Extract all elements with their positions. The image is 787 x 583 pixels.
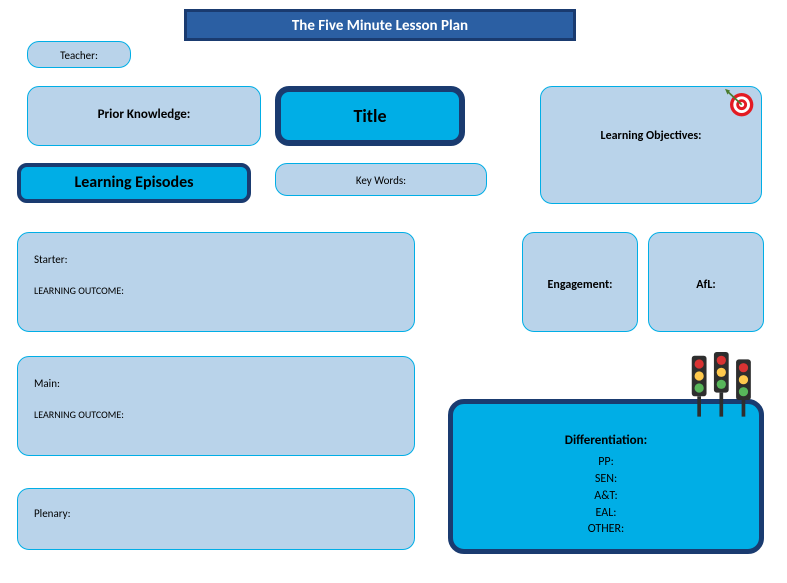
learning-episodes-label: Learning Episodes <box>74 173 193 192</box>
key-words-label: Key Words: <box>356 174 406 187</box>
plenary-label: Plenary: <box>34 507 398 520</box>
main-label: Main: <box>34 377 398 390</box>
starter-outcome-label: LEARNING OUTCOME: <box>34 284 398 297</box>
starter-label: Starter: <box>34 253 398 266</box>
title-label: Title <box>353 105 386 127</box>
differentiation-title: Differentiation: <box>453 432 759 450</box>
header-title: The Five Minute Lesson Plan <box>292 17 468 35</box>
teacher-box: Teacher: <box>27 41 131 68</box>
key-words-box: Key Words: <box>275 163 487 196</box>
prior-knowledge-box: Prior Knowledge: <box>27 86 261 146</box>
differentiation-item: SEN: <box>453 471 759 488</box>
differentiation-item: A&T: <box>453 488 759 505</box>
prior-knowledge-label: Prior Knowledge: <box>98 107 191 122</box>
starter-box: Starter: LEARNING OUTCOME: <box>17 232 415 332</box>
differentiation-item: PP: <box>453 454 759 471</box>
title-box: Title <box>275 86 465 146</box>
target-icon <box>723 88 757 118</box>
teacher-label: Teacher: <box>60 49 98 62</box>
differentiation-item: OTHER: <box>453 521 759 538</box>
traffic-light-icon <box>688 352 762 424</box>
afl-label: AfL: <box>696 278 715 292</box>
engagement-box: Engagement: <box>522 232 638 332</box>
afl-box: AfL: <box>648 232 764 332</box>
learning-objectives-label: Learning Objectives: <box>601 129 702 143</box>
differentiation-item: EAL: <box>453 505 759 522</box>
engagement-label: Engagement: <box>548 278 613 292</box>
learning-episodes-box: Learning Episodes <box>17 163 251 203</box>
plenary-box: Plenary: <box>17 488 415 550</box>
main-outcome-label: LEARNING OUTCOME: <box>34 408 398 421</box>
header-title-bar: The Five Minute Lesson Plan <box>184 9 576 41</box>
main-box: Main: LEARNING OUTCOME: <box>17 356 415 456</box>
